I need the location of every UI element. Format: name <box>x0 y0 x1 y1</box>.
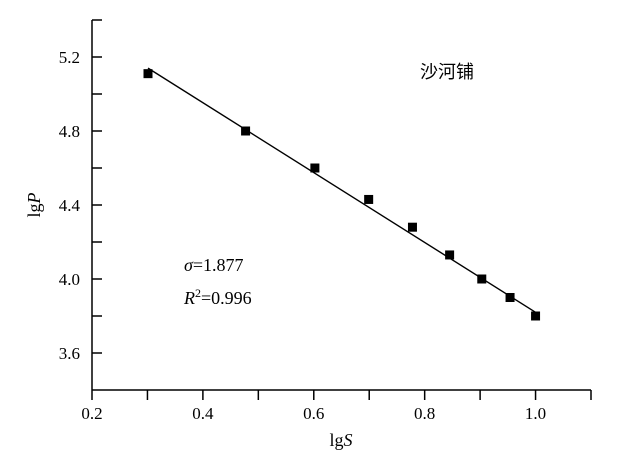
x-tick-label: 0.2 <box>81 404 102 423</box>
x-tick-label: 1.0 <box>525 404 546 423</box>
data-point <box>505 293 515 302</box>
y-tick-label: 5.2 <box>59 48 80 67</box>
data-point <box>407 222 417 232</box>
x-tick-label: 0.6 <box>303 404 324 423</box>
fit-line <box>147 67 536 313</box>
axes <box>91 20 591 391</box>
sigma-annotation: σ=1.877 <box>184 255 244 275</box>
y-axis-label: lgP <box>24 192 44 217</box>
y-tick-label: 4.8 <box>59 122 80 141</box>
data-point <box>310 163 320 173</box>
site-label: 沙河铺 <box>420 62 474 83</box>
x-tick-label: 0.4 <box>192 404 214 423</box>
x-axis-label: lgS <box>329 430 352 450</box>
data-point <box>445 250 455 260</box>
data-point <box>241 126 251 136</box>
data-point <box>477 274 487 284</box>
ticks <box>91 19 592 400</box>
y-tick-label: 4.0 <box>59 270 80 289</box>
tick-labels: 0.2 0.4 0.6 0.8 1.0 3.6 4.0 4.4 4.8 5.2 <box>59 48 546 423</box>
r2-annotation: R2=0.996 <box>183 286 252 308</box>
data-point <box>364 194 374 204</box>
y-tick-label: 3.6 <box>59 344 80 363</box>
x-tick-label: 0.8 <box>414 404 435 423</box>
data-point <box>143 69 153 79</box>
data-points <box>143 69 541 321</box>
data-point <box>531 311 541 321</box>
y-tick-label: 4.4 <box>59 196 81 215</box>
